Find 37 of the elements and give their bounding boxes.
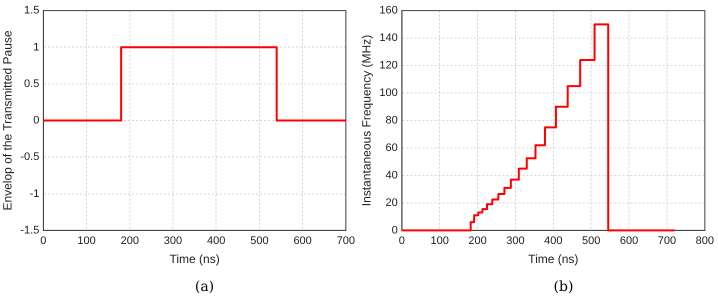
x-tick-label: 500 — [582, 235, 600, 248]
y-axis-title: Envelop of the Transmitted Pause — [0, 30, 15, 211]
x-tick-label: 700 — [658, 235, 676, 248]
text: (a) — [194, 279, 216, 295]
x-tick-label: 100 — [77, 235, 96, 248]
y-tick-label: 60 — [386, 142, 398, 154]
y-tick-label: 160 — [379, 4, 398, 17]
x-tick-label: 300 — [164, 235, 182, 248]
x-axis-title: Time (ns) — [528, 252, 578, 266]
y-tick-label: 80 — [386, 114, 398, 127]
x-tick-label: 600 — [620, 235, 638, 248]
y-tick-label: -1.5 — [20, 224, 40, 236]
y-tick-label: 40 — [386, 169, 398, 182]
y-tick-label: 0.5 — [24, 78, 40, 90]
y-tick-label: -1 — [30, 188, 40, 200]
y-tick-label: 100 — [379, 87, 398, 100]
x-tick-label: 800 — [696, 235, 714, 248]
x-axis-title: Time (ns) — [169, 252, 220, 266]
y-tick-label: -0.5 — [20, 151, 40, 164]
y-tick-label: 1 — [33, 41, 40, 54]
x-tick-label: 400 — [544, 235, 562, 248]
text: (b) — [552, 279, 574, 295]
y-tick-label: 0 — [392, 224, 398, 236]
x-tick-label: 400 — [207, 235, 226, 248]
x-tick-label: 200 — [468, 235, 487, 248]
y-tick-label: 1.5 — [24, 4, 40, 17]
x-tick-label: 200 — [120, 235, 139, 248]
y-tick-label: 140 — [379, 32, 398, 44]
y-axis-title: Instantaneous Frequency (MHz) — [360, 34, 374, 206]
x-tick-label: 100 — [430, 235, 449, 248]
x-tick-label: 600 — [293, 235, 312, 248]
y-tick-label: 20 — [386, 196, 398, 209]
x-tick-label: 700 — [336, 235, 356, 248]
y-tick-label: 120 — [379, 60, 398, 72]
x-tick-label: 500 — [250, 235, 269, 248]
x-tick-label: 300 — [506, 235, 525, 248]
y-tick-label: 0 — [33, 114, 40, 127]
